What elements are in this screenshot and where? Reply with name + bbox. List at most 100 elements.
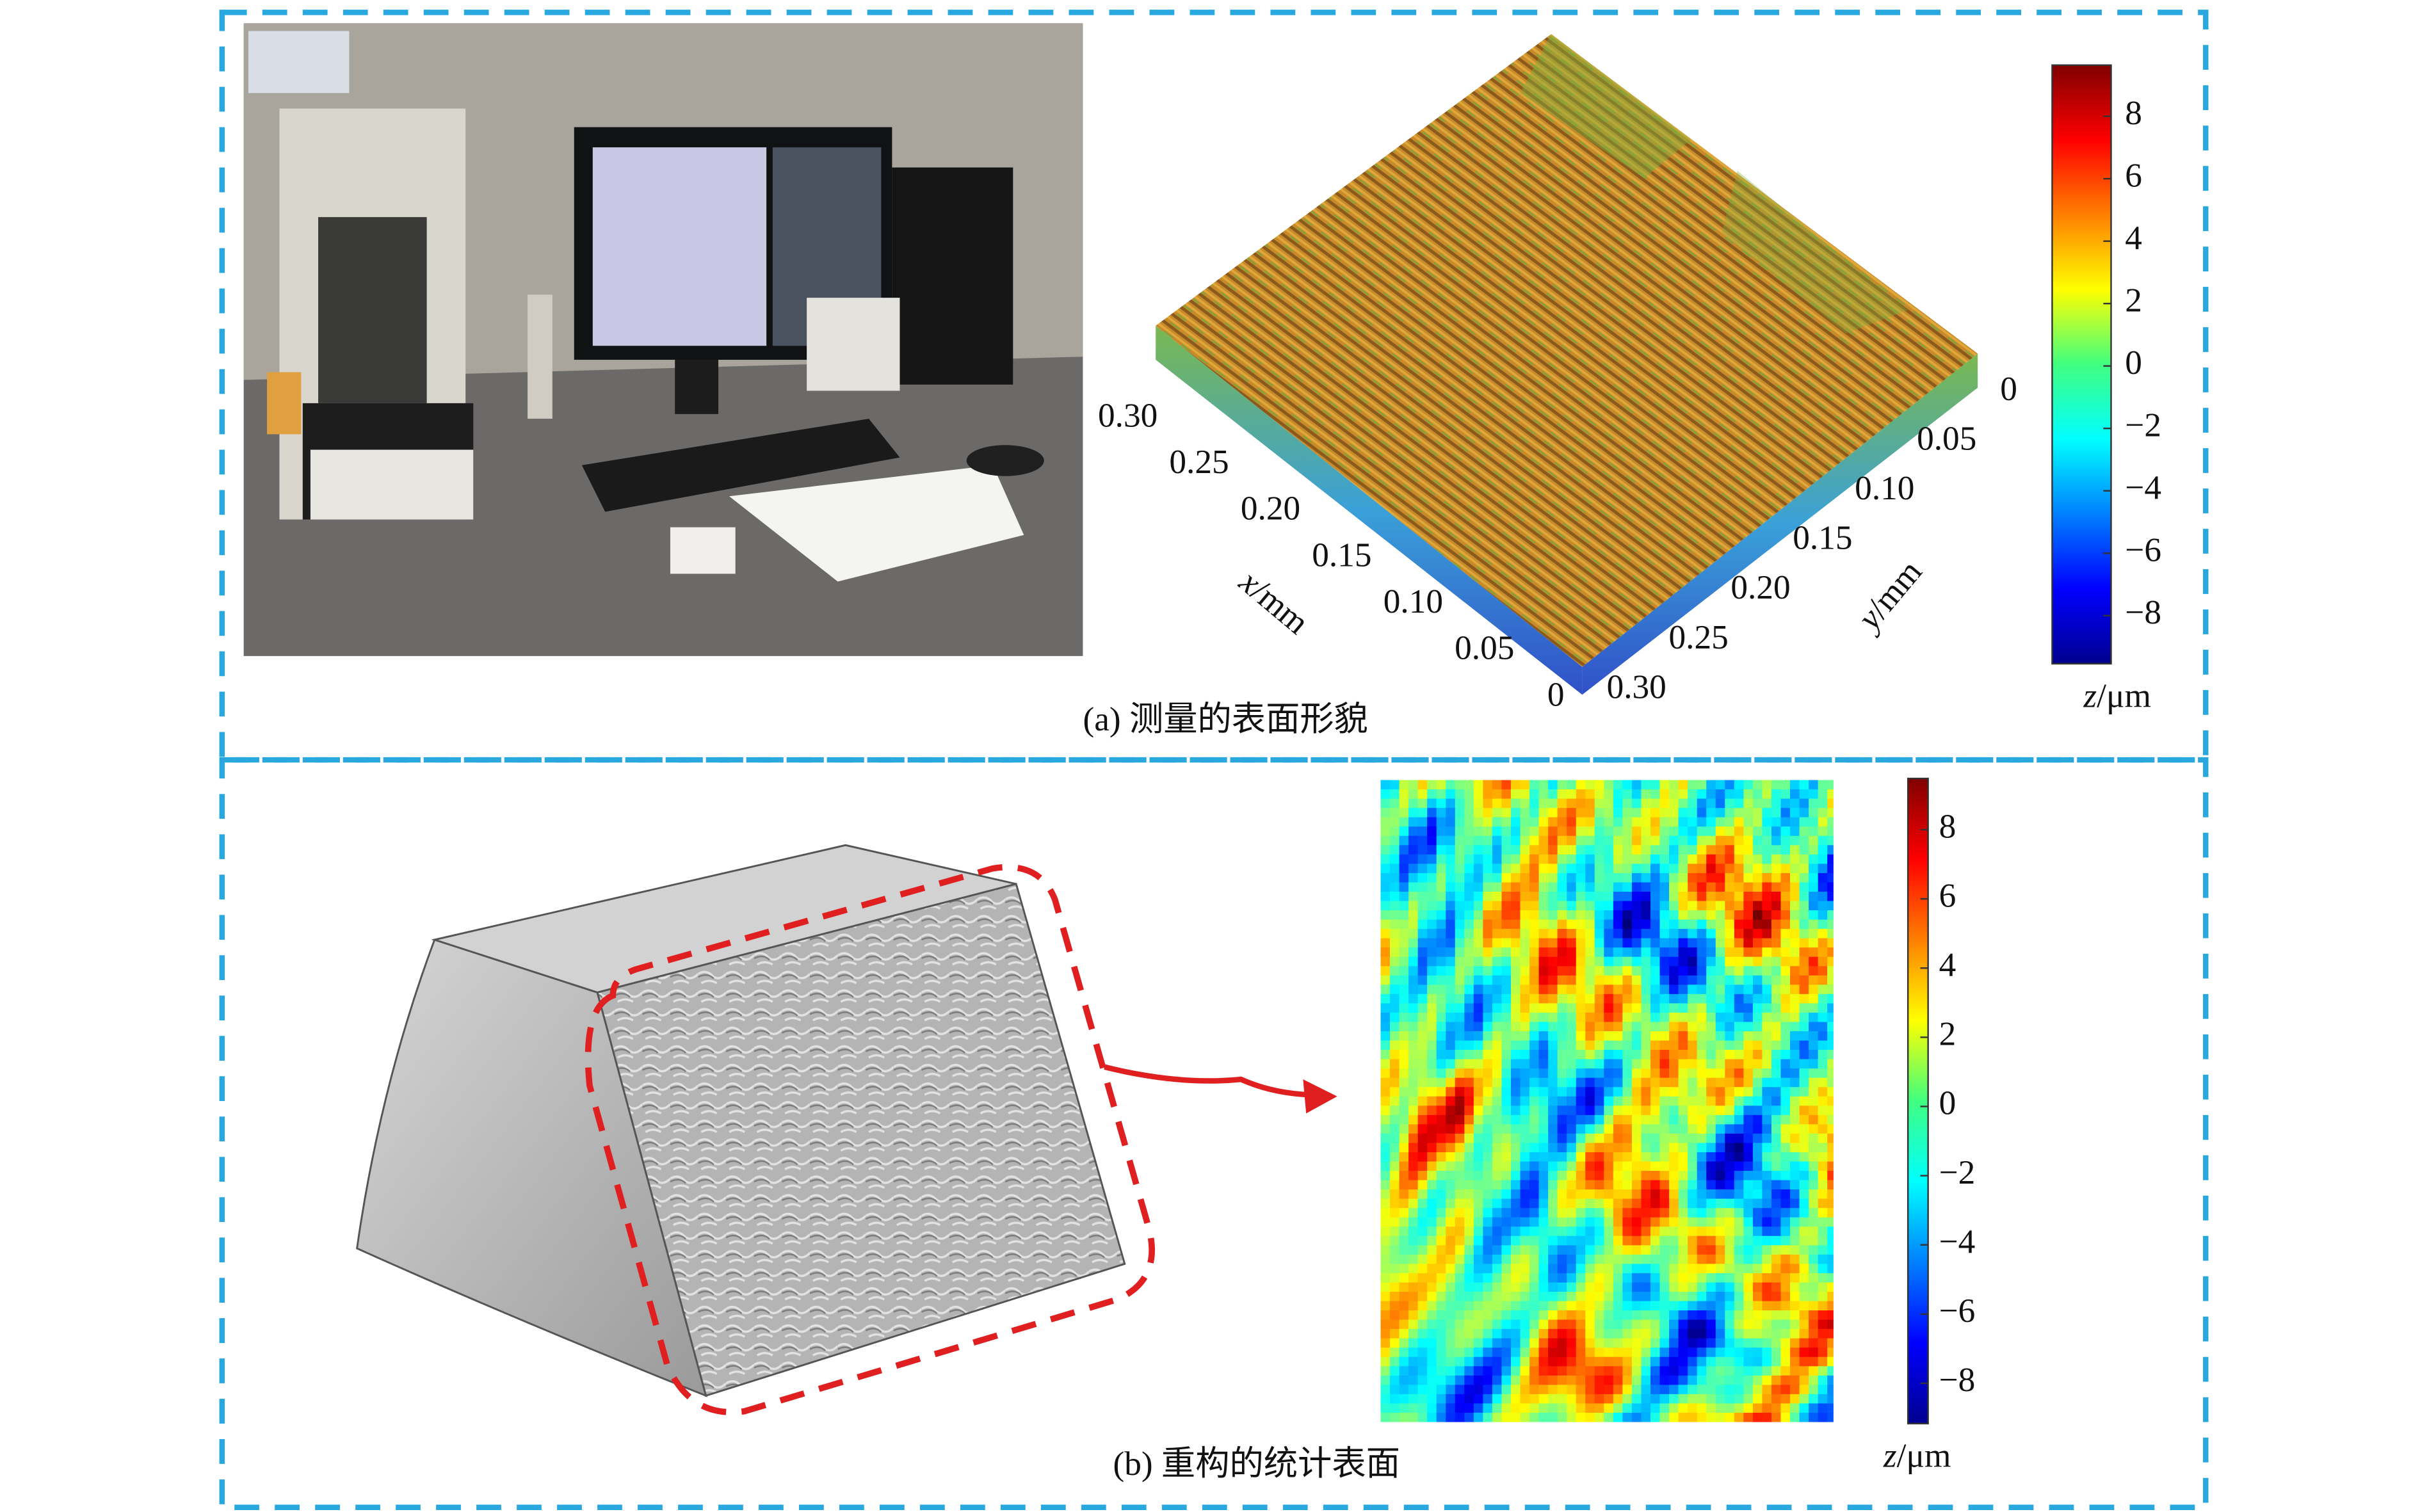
heatmap-cell [1790,1319,1800,1330]
heatmap-cell [1436,947,1447,958]
heatmap-cell [1669,1254,1679,1265]
heatmap-cell [1538,1394,1549,1404]
heatmap-cell [1613,1059,1624,1070]
heatmap-cell [1641,1068,1652,1079]
heatmap-cell [1473,882,1484,893]
heatmap-cell [1799,873,1810,883]
heatmap-cell [1659,966,1670,977]
heatmap-cell [1827,1143,1834,1154]
heatmap-cell [1567,1394,1577,1404]
heatmap-cell [1725,780,1736,791]
heatmap-cell [1594,882,1605,893]
heatmap-cell [1594,1152,1605,1162]
heatmap-cell [1501,1385,1512,1395]
heatmap-cell [1529,1217,1540,1228]
heatmap-cell [1473,1198,1484,1209]
heatmap-cell [1408,1301,1419,1312]
heatmap-cell [1818,1124,1828,1135]
heatmap-cell [1399,910,1410,921]
heatmap-cell [1455,993,1465,1004]
heatmap-cell [1799,780,1810,791]
heatmap-cell [1380,1133,1391,1144]
heatmap-cell [1715,1087,1726,1097]
heatmap-cell [1697,798,1707,809]
heatmap-cell [1799,798,1810,809]
heatmap-cell [1650,1012,1661,1023]
heatmap-cell [1510,1152,1521,1162]
heatmap-cell [1473,1394,1484,1404]
heatmap-cell [1436,1171,1447,1181]
heatmap-cell [1501,1282,1512,1293]
heatmap-cell [1780,1096,1791,1107]
heatmap-cell [1790,873,1800,883]
heatmap-cell [1697,1208,1707,1218]
heatmap-cell [1427,1198,1437,1209]
heatmap-cell [1399,956,1410,967]
heatmap-cell [1399,1375,1410,1386]
heatmap-cell [1464,1031,1475,1042]
heatmap-cell [1650,1143,1661,1154]
y-tick-label: 0 [2000,370,2017,408]
heatmap-cell [1548,966,1558,977]
heatmap-cell [1557,1235,1568,1246]
heatmap-cell [1520,1087,1531,1097]
heatmap-cell [1417,938,1428,949]
heatmap-cell [1520,1114,1531,1125]
heatmap-cell [1436,1347,1447,1358]
heatmap-cell [1520,910,1531,921]
heatmap-cell [1492,1282,1503,1293]
heatmap-cell [1408,1394,1419,1404]
heatmap-cell [1446,985,1456,995]
heatmap-cell [1715,1245,1726,1256]
heatmap-cell [1809,1180,1819,1191]
heatmap-cell [1809,1254,1819,1265]
heatmap-cell [1780,1022,1791,1033]
heatmap-cell [1697,1235,1707,1246]
heatmap-cell [1510,1198,1521,1209]
heatmap-cell [1464,929,1475,939]
heatmap-cell [1780,1106,1791,1116]
heatmap-cell [1604,1347,1615,1358]
heatmap-cell [1594,1106,1605,1116]
heatmap-cell [1771,938,1782,949]
heatmap-cell [1827,798,1834,809]
heatmap-cell [1752,1050,1763,1060]
heatmap-cell [1715,929,1726,939]
heatmap-cell [1399,1050,1410,1060]
heatmap-cell [1417,1003,1428,1014]
heatmap-cell [1427,1012,1437,1023]
heatmap-cell [1585,1022,1596,1033]
heatmap-cell [1799,1226,1810,1237]
heatmap-cell [1585,956,1596,967]
heatmap-cell [1762,1366,1773,1377]
heatmap-cell [1446,1143,1456,1154]
heatmap-cell [1678,835,1689,846]
heatmap-cell [1743,1068,1754,1079]
heatmap-cell [1622,817,1633,828]
heatmap-cell [1818,1031,1828,1042]
heatmap-cell [1436,938,1447,949]
heatmap-cell [1641,1356,1652,1367]
heatmap-cell [1688,1291,1698,1302]
heatmap-cell [1613,1217,1624,1228]
heatmap-cell [1520,1356,1531,1367]
heatmap-cell [1483,966,1494,977]
heatmap-cell [1417,854,1428,865]
heatmap-cell [1827,1329,1834,1339]
heatmap-cell [1650,835,1661,846]
heatmap-cell [1650,966,1661,977]
heatmap-cell [1659,789,1670,800]
heatmap-cell [1631,1217,1642,1228]
heatmap-cell [1725,789,1736,800]
heatmap-cell [1427,1143,1437,1154]
heatmap-cell [1520,1068,1531,1079]
heatmap-cell [1548,985,1558,995]
heatmap-cell [1464,938,1475,949]
heatmap-cell [1641,845,1652,856]
heatmap-cell [1557,1347,1568,1358]
heatmap-cell [1669,1040,1679,1051]
heatmap-cell [1697,993,1707,1004]
heatmap-cell [1650,1245,1661,1256]
heatmap-cell [1557,873,1568,883]
heatmap-cell [1390,1031,1400,1042]
